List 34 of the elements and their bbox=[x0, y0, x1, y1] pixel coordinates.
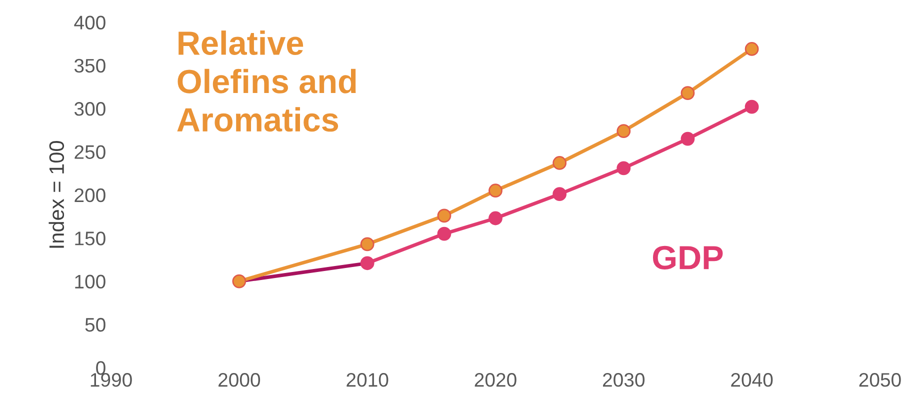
x-tick-label: 2010 bbox=[346, 373, 388, 387]
y-tick-label: 100 bbox=[75, 274, 106, 289]
x-tick-label: 2040 bbox=[731, 373, 773, 387]
point bbox=[680, 132, 695, 146]
point bbox=[488, 184, 502, 198]
y-tick-label: 50 bbox=[85, 318, 106, 332]
y-tick-label: 400 bbox=[74, 16, 106, 30]
y-tick-label: 300 bbox=[74, 102, 106, 116]
point bbox=[744, 100, 759, 114]
y-tick-label: 350 bbox=[74, 58, 106, 73]
x-tick-label: 2050 bbox=[859, 373, 901, 387]
x-tick-label: 2020 bbox=[474, 373, 516, 387]
point bbox=[616, 124, 631, 138]
text: Relative Olefins and Aromatics bbox=[177, 30, 356, 132]
point bbox=[680, 86, 695, 100]
point bbox=[360, 256, 374, 270]
point bbox=[232, 274, 246, 288]
x-tick-label: 1990 bbox=[90, 373, 132, 387]
x-tick-label: 2000 bbox=[218, 373, 260, 387]
point bbox=[437, 208, 452, 223]
y-tick-label: 0 bbox=[96, 361, 106, 375]
point bbox=[744, 42, 759, 56]
point bbox=[360, 237, 374, 252]
point bbox=[552, 187, 567, 202]
point bbox=[437, 226, 452, 241]
point bbox=[616, 161, 631, 176]
y-axis-title: Index = 100 bbox=[48, 141, 64, 248]
point bbox=[488, 211, 502, 226]
y-tick-label: 150 bbox=[75, 232, 106, 246]
y-tick-label: 250 bbox=[74, 145, 106, 159]
text: GDP bbox=[652, 246, 723, 270]
y-tick-label: 200 bbox=[74, 188, 106, 202]
x-tick-label: 2030 bbox=[603, 373, 645, 387]
point bbox=[552, 156, 567, 170]
